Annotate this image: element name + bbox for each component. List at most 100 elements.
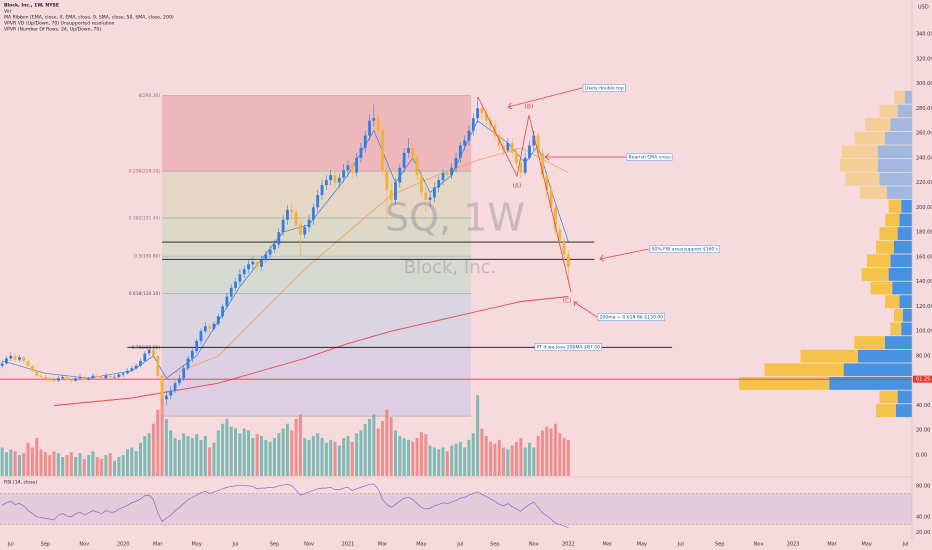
candle-body: [108, 375, 112, 377]
volume-bar: [113, 460, 117, 476]
volume-bar: [247, 430, 251, 476]
y-tick-label: 120.00: [916, 304, 932, 310]
candle-body: [437, 180, 441, 188]
x-tick-label: Nov: [529, 542, 539, 548]
fib-label: 0.5(160.60): [134, 254, 160, 260]
y-tick-label: 340.00: [916, 32, 932, 38]
candle-body: [160, 375, 164, 400]
candle-body: [52, 379, 56, 381]
volume-bar: [268, 441, 272, 476]
line-layer: [0, 120, 912, 528]
volume-bar: [100, 458, 104, 476]
candle-body: [454, 157, 458, 168]
candle-body: [337, 177, 341, 183]
annotation-box: [582, 84, 626, 92]
candles: [0, 97, 570, 415]
x-tick-label: Sep: [270, 542, 279, 548]
candle-body: [290, 209, 294, 213]
profile-down: [764, 363, 844, 377]
candle-body: [480, 108, 484, 114]
candle-body: [95, 375, 99, 377]
volume-bar: [463, 447, 467, 476]
profile-down: [870, 281, 893, 295]
volume-bar: [143, 436, 147, 476]
fib-zone: [162, 256, 472, 294]
profile-down: [854, 131, 885, 145]
candle-body: [31, 365, 34, 371]
volume-bar: [22, 453, 26, 476]
watermark-name: Block, Inc.: [404, 257, 496, 278]
volume-bar: [272, 438, 276, 476]
volume-bar: [329, 439, 333, 476]
candle-body: [441, 172, 445, 181]
candle-body: [195, 341, 199, 351]
candle-body: [450, 167, 454, 176]
volume-bar: [164, 419, 168, 476]
volume-bar: [337, 445, 341, 476]
wave-label: (A): [513, 183, 522, 190]
volume-bar: [480, 428, 484, 476]
candle-body: [208, 326, 212, 329]
candle-body: [78, 376, 82, 379]
candle-body: [234, 281, 237, 288]
y-tick-label: 140.00: [916, 279, 932, 285]
volume-bar: [251, 438, 255, 476]
volume-bar: [169, 430, 173, 476]
fib-zone: [162, 218, 472, 257]
x-tick-label: Nov: [79, 542, 89, 548]
candle-body: [169, 390, 173, 396]
x-tick-label: May: [416, 542, 426, 548]
indicator-label: VPVR (Number Of Rows, 24, Up/Down, 70): [4, 27, 101, 33]
candle-body: [428, 197, 432, 200]
candle-body: [554, 207, 557, 230]
candle-body: [368, 120, 371, 136]
profile-up: [885, 336, 912, 349]
annotation-text: Likely double top: [585, 86, 624, 92]
candle-body: [152, 349, 155, 356]
profile-up: [879, 172, 912, 186]
candle-body: [229, 287, 233, 297]
chart-title: Block, Inc., 1W, NYSE: [4, 3, 59, 9]
profile-down: [894, 308, 903, 322]
profile-up: [903, 308, 912, 322]
volume-bar: [415, 438, 419, 476]
volume-bar: [307, 439, 311, 476]
candle-body: [307, 219, 311, 228]
candle-body: [363, 135, 367, 148]
candle-body: [268, 249, 272, 255]
candle-body: [398, 167, 402, 183]
volume-bar: [549, 428, 553, 476]
candle-body: [320, 185, 324, 195]
profile-down: [888, 199, 902, 213]
volume-bar: [277, 433, 281, 476]
profile-down: [861, 268, 889, 281]
volume-bar: [173, 438, 177, 476]
candle-body: [177, 378, 181, 384]
candle-body: [251, 261, 255, 265]
indicator-label: VPVR VD (Up/Down, 70) Unsupported resolu…: [4, 21, 115, 27]
volume-bar: [320, 438, 324, 476]
volume-bar: [532, 447, 536, 476]
fib-label: 0.236(229.30): [129, 169, 161, 175]
volume-bar: [138, 442, 142, 476]
annotation-text: 50% FIB area/support $160's: [652, 247, 719, 253]
x-tick-label: Jul: [232, 542, 239, 548]
candle-body: [549, 190, 553, 208]
candle-body: [523, 157, 527, 173]
volume-bar: [156, 409, 160, 476]
rsi-tick-label: 20.00: [916, 530, 930, 536]
x-tick-label: 2020: [117, 542, 130, 548]
x-tick-label: May: [191, 542, 201, 548]
volume-bar: [476, 395, 480, 476]
candle-body: [143, 353, 147, 361]
candle-body: [91, 375, 95, 379]
volume-bar: [342, 438, 346, 476]
volume-bar: [26, 442, 30, 476]
volume-bar: [368, 419, 372, 476]
profile-down: [885, 295, 900, 309]
volume-bar: [108, 453, 112, 476]
volume-bar: [294, 419, 298, 476]
candle-body: [333, 175, 337, 183]
profile-up: [901, 322, 912, 336]
